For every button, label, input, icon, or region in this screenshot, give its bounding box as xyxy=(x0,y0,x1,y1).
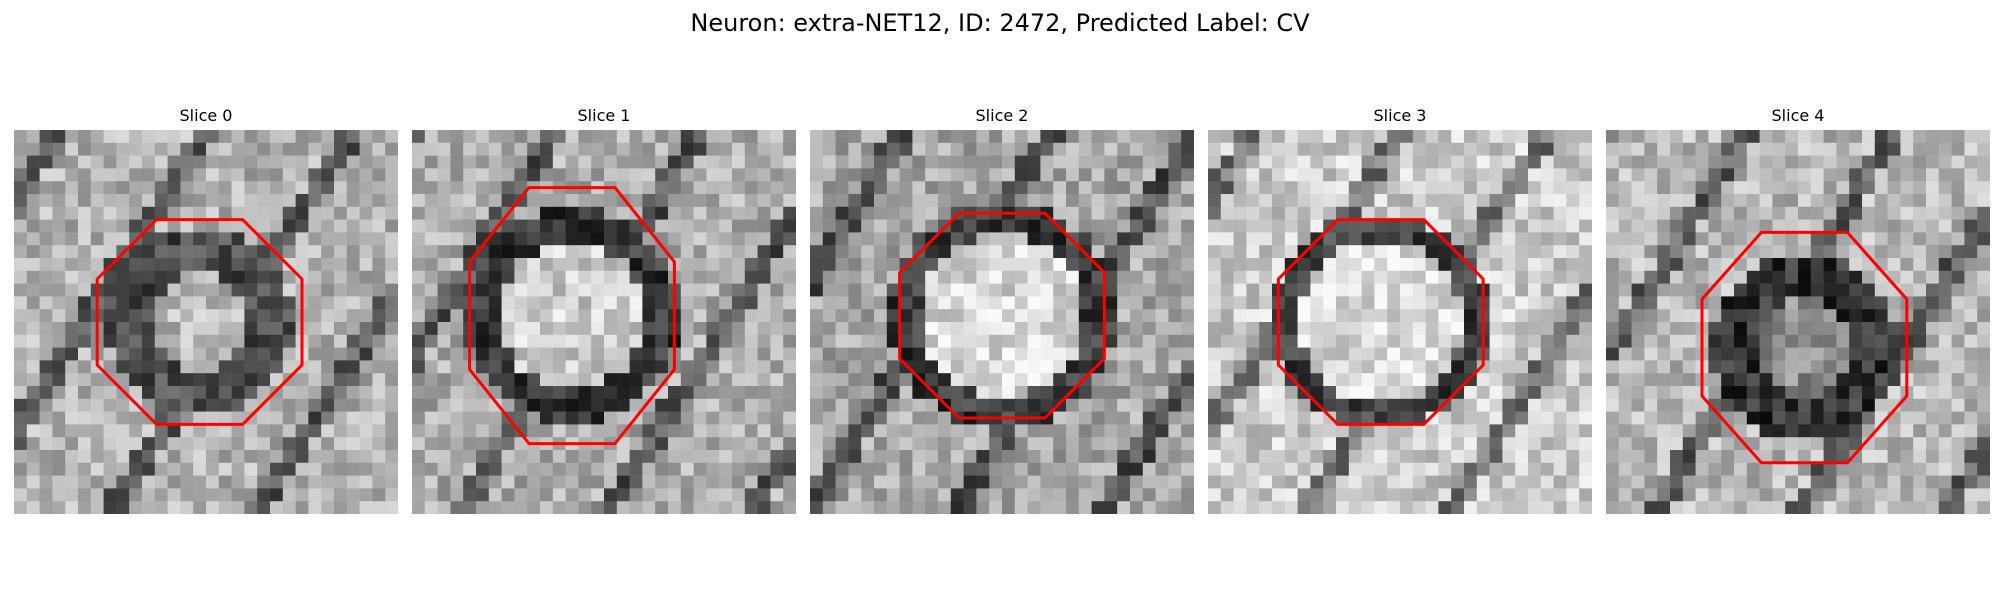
roi-outline xyxy=(95,218,304,426)
roi-outline xyxy=(468,186,676,446)
slice-title: Slice 1 xyxy=(577,106,631,125)
slice-panel-4: Slice 4 xyxy=(1606,106,1990,514)
slice-panel-1: Slice 1 xyxy=(412,106,796,514)
pixel-grid xyxy=(1606,130,1990,514)
slice-image xyxy=(1208,130,1592,514)
pixel-grid xyxy=(14,130,398,514)
roi-outline xyxy=(1700,230,1909,465)
slice-panel-0: Slice 0 xyxy=(14,106,398,514)
roi-outline xyxy=(898,211,1106,420)
pixel-grid xyxy=(810,130,1194,514)
slice-title: Slice 4 xyxy=(1771,106,1825,125)
roi-outline xyxy=(1276,218,1485,426)
figure-title: Neuron: extra-NET12, ID: 2472, Predicted… xyxy=(690,9,1310,37)
slice-panel-2: Slice 2 xyxy=(810,106,1194,514)
slice-image xyxy=(14,130,398,514)
slice-title: Slice 0 xyxy=(179,106,233,125)
slice-image xyxy=(412,130,796,514)
pixel-grid xyxy=(412,130,796,514)
slice-title: Slice 3 xyxy=(1373,106,1427,125)
pixel-grid xyxy=(1208,130,1592,514)
slice-image xyxy=(810,130,1194,514)
slice-image xyxy=(1606,130,1990,514)
slice-panel-3: Slice 3 xyxy=(1208,106,1592,514)
slice-title: Slice 2 xyxy=(975,106,1029,125)
